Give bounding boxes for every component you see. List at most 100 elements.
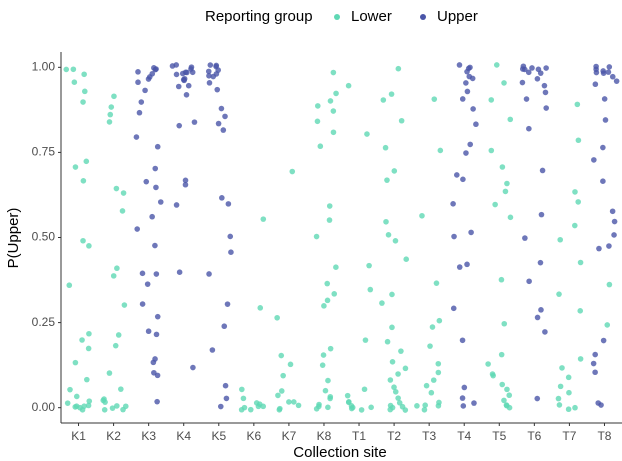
point xyxy=(459,337,466,344)
point xyxy=(435,360,442,367)
point xyxy=(609,73,616,80)
x-tick-label: K3 xyxy=(141,429,156,443)
point xyxy=(119,208,126,214)
legend-marker xyxy=(334,14,340,20)
point xyxy=(556,291,562,297)
point xyxy=(604,322,611,328)
point xyxy=(611,232,617,238)
point xyxy=(493,62,500,68)
point xyxy=(326,203,333,209)
point xyxy=(538,307,544,313)
point xyxy=(389,291,395,298)
point xyxy=(402,407,409,413)
point xyxy=(327,98,334,104)
point xyxy=(392,238,399,244)
point xyxy=(459,96,466,102)
point xyxy=(67,386,73,393)
point xyxy=(139,270,146,277)
point xyxy=(114,403,120,409)
point xyxy=(206,73,212,79)
point xyxy=(180,76,187,83)
point xyxy=(396,399,403,406)
point xyxy=(450,201,456,207)
point xyxy=(120,190,127,196)
point xyxy=(214,86,221,93)
point xyxy=(106,370,113,376)
point xyxy=(522,66,528,73)
point xyxy=(543,65,549,71)
point xyxy=(228,249,234,256)
point xyxy=(145,328,152,335)
point xyxy=(152,242,158,249)
x-tick-label: K8 xyxy=(317,429,332,443)
point xyxy=(606,281,613,288)
point xyxy=(219,195,225,201)
point xyxy=(596,245,602,252)
point xyxy=(600,178,606,184)
point xyxy=(519,79,526,86)
point xyxy=(362,337,369,343)
point xyxy=(330,108,337,114)
point xyxy=(488,97,495,103)
point xyxy=(85,345,92,352)
point xyxy=(490,372,496,379)
point xyxy=(210,73,217,80)
legend-label: Upper xyxy=(437,8,478,25)
point xyxy=(257,305,264,311)
point xyxy=(572,189,578,195)
point xyxy=(135,69,141,75)
point xyxy=(593,69,600,76)
point xyxy=(364,131,370,137)
point xyxy=(325,377,331,384)
point xyxy=(402,365,409,372)
point xyxy=(501,320,508,327)
point xyxy=(191,119,198,125)
point xyxy=(313,233,320,240)
point xyxy=(460,176,466,183)
point xyxy=(183,92,190,98)
point xyxy=(555,395,562,402)
point xyxy=(498,351,505,358)
point xyxy=(247,406,254,413)
point xyxy=(387,402,394,409)
point xyxy=(220,127,227,133)
point xyxy=(176,122,183,129)
point xyxy=(320,352,327,358)
point xyxy=(173,71,180,78)
point xyxy=(529,65,535,71)
y-axis-label: P(Upper) xyxy=(5,208,22,269)
point xyxy=(459,395,466,401)
point xyxy=(72,359,79,366)
point xyxy=(207,62,214,68)
point xyxy=(322,387,329,394)
point xyxy=(173,62,180,68)
point xyxy=(72,164,79,170)
point xyxy=(609,208,616,215)
point xyxy=(543,105,550,111)
point xyxy=(431,96,438,102)
point xyxy=(255,403,262,410)
point xyxy=(473,121,479,128)
point xyxy=(463,150,469,156)
point xyxy=(153,66,159,72)
point xyxy=(571,222,578,229)
point xyxy=(330,69,337,76)
point xyxy=(499,164,506,170)
point xyxy=(606,243,612,249)
point xyxy=(504,180,510,187)
point xyxy=(79,337,85,343)
point xyxy=(115,332,122,338)
point xyxy=(144,281,151,287)
point xyxy=(108,104,115,110)
point xyxy=(556,402,563,408)
point xyxy=(367,286,374,293)
point xyxy=(112,342,119,349)
point xyxy=(275,392,281,399)
point xyxy=(222,113,228,120)
point xyxy=(286,399,292,405)
point xyxy=(149,213,155,220)
y-tick-label: 0.75 xyxy=(32,145,56,159)
point xyxy=(277,405,283,412)
point xyxy=(107,111,114,118)
point xyxy=(153,184,159,191)
